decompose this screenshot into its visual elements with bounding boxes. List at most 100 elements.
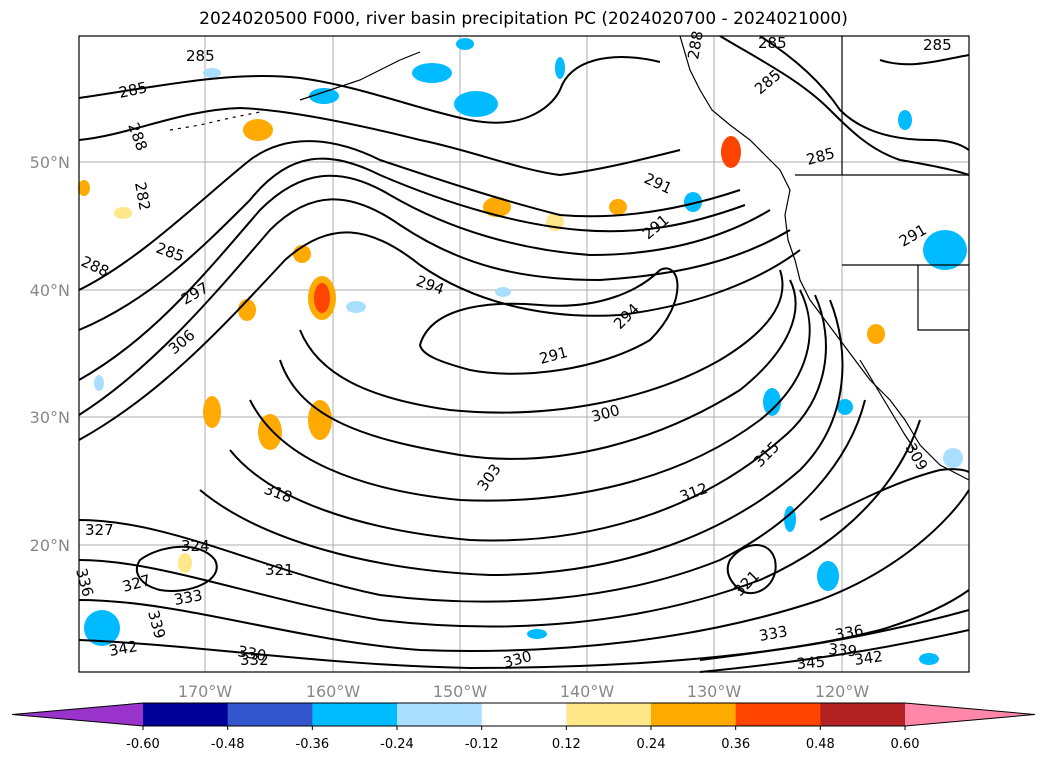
shade-positive bbox=[867, 324, 885, 344]
contour-line bbox=[279, 279, 797, 460]
contour-line bbox=[78, 589, 970, 670]
map-frame bbox=[78, 35, 970, 673]
height-contours bbox=[78, 35, 970, 673]
contour-line bbox=[78, 231, 801, 441]
contour-line bbox=[229, 294, 827, 542]
coastline-na-west bbox=[679, 35, 970, 481]
contour-line bbox=[199, 299, 844, 577]
contour-line bbox=[78, 56, 661, 124]
contour-label: 285 bbox=[117, 78, 149, 102]
contour-label: 342 bbox=[853, 647, 884, 669]
shade-positive bbox=[78, 180, 90, 196]
contour-line bbox=[78, 419, 921, 628]
shade-negative-light bbox=[495, 287, 511, 297]
shade-positive bbox=[308, 400, 332, 440]
shade-negative bbox=[684, 192, 702, 212]
contour-line bbox=[879, 54, 970, 66]
shade-negative bbox=[84, 610, 120, 646]
border-state-line bbox=[917, 265, 969, 331]
lat-label: 20°N bbox=[30, 536, 70, 555]
colorbar-extend-high bbox=[905, 703, 1035, 726]
colorbar-segment bbox=[735, 703, 821, 726]
contour-label: 333 bbox=[758, 622, 789, 645]
colorbar-tick-label: -0.60 bbox=[126, 737, 160, 752]
colorbar-segment bbox=[820, 703, 906, 726]
shade-positive bbox=[243, 119, 273, 141]
shade-negative-light bbox=[203, 68, 221, 78]
contour-label: 327 bbox=[85, 521, 114, 539]
lat-label: 50°N bbox=[30, 153, 70, 172]
shade-negative bbox=[456, 38, 474, 50]
coastline-baja bbox=[859, 359, 916, 451]
precip-shading bbox=[78, 38, 967, 665]
contour-line bbox=[759, 35, 970, 151]
contour-label: 330 bbox=[236, 642, 267, 665]
shade-positive-light bbox=[178, 553, 192, 573]
contour-line bbox=[78, 198, 791, 416]
colorbar-tick-label: 0.48 bbox=[806, 737, 835, 752]
colorbar-segment bbox=[143, 703, 229, 726]
contour-line bbox=[249, 289, 811, 502]
shade-positive bbox=[609, 199, 627, 215]
colorbar-tick-label: -0.12 bbox=[465, 737, 499, 752]
colorbar-segment bbox=[312, 703, 398, 726]
contour-label: 285 bbox=[758, 34, 787, 52]
shade-negative-light bbox=[346, 301, 366, 313]
contour-label: 345 bbox=[796, 653, 826, 673]
shade-negative bbox=[837, 399, 853, 415]
contour-line bbox=[78, 106, 681, 177]
colorbar-segment bbox=[397, 703, 483, 726]
lat-label: 40°N bbox=[30, 281, 70, 300]
shade-negative-light bbox=[943, 448, 963, 468]
shade-negative bbox=[817, 561, 839, 591]
contour-line bbox=[719, 35, 970, 176]
contour-line bbox=[78, 399, 866, 603]
shade-negative bbox=[412, 63, 452, 83]
contour-line bbox=[299, 269, 784, 414]
contour-label: 342 bbox=[108, 637, 139, 660]
shade-positive bbox=[203, 396, 221, 428]
longitude-labels: 170°W 160°W 150°W 140°W 130°W 120°W bbox=[178, 682, 870, 701]
lat-label: 30°N bbox=[30, 408, 70, 427]
map-title: 2024020500 F000, river basin precipitati… bbox=[199, 9, 848, 29]
contour-label: 339 bbox=[828, 640, 858, 660]
contour-line-closed bbox=[418, 267, 679, 375]
shade-negative bbox=[923, 230, 967, 270]
colorbar-tick-label: -0.24 bbox=[380, 737, 414, 752]
contour-line bbox=[699, 609, 970, 661]
shade-positive-strong bbox=[314, 283, 330, 313]
lon-label: 140°W bbox=[560, 682, 615, 701]
latitude-labels: 50°N 40°N 30°N 20°N bbox=[30, 153, 70, 555]
colorbar: -0.60 -0.48 -0.36 -0.24 -0.12 0.12 0.24 0.36 0.4… bbox=[11, 702, 1036, 752]
shade-negative bbox=[898, 110, 912, 130]
contour-label: 282 bbox=[131, 181, 154, 212]
shade-negative bbox=[454, 91, 498, 117]
lon-label: 170°W bbox=[178, 682, 233, 701]
shade-negative bbox=[919, 653, 939, 665]
shade-positive bbox=[238, 299, 256, 321]
contour-line-closed bbox=[726, 544, 777, 595]
contour-line bbox=[819, 468, 970, 521]
contour-label: 285 bbox=[186, 47, 215, 65]
colorbar-tick-label: 0.24 bbox=[637, 737, 666, 752]
contour-label: 332 bbox=[240, 651, 269, 669]
lon-label: 130°W bbox=[687, 682, 742, 701]
contour-line bbox=[78, 489, 970, 652]
contour-line bbox=[699, 629, 970, 673]
shade-positive bbox=[483, 197, 511, 217]
lon-label: 150°W bbox=[433, 682, 488, 701]
colorbar-segment bbox=[481, 703, 567, 726]
contour-label: 324 bbox=[181, 537, 210, 555]
contour-label: 336 bbox=[834, 621, 865, 644]
contour-line-closed bbox=[135, 545, 218, 592]
shade-negative bbox=[309, 88, 339, 104]
shade-negative bbox=[527, 629, 547, 639]
colorbar-segment bbox=[227, 703, 313, 726]
colorbar-tick-label: 0.60 bbox=[891, 737, 920, 752]
colorbar-tick-label: 0.36 bbox=[721, 737, 750, 752]
colorbar-tick-label: -0.36 bbox=[296, 737, 330, 752]
colorbar-segment bbox=[651, 703, 737, 726]
contour-label: 333 bbox=[173, 586, 204, 609]
